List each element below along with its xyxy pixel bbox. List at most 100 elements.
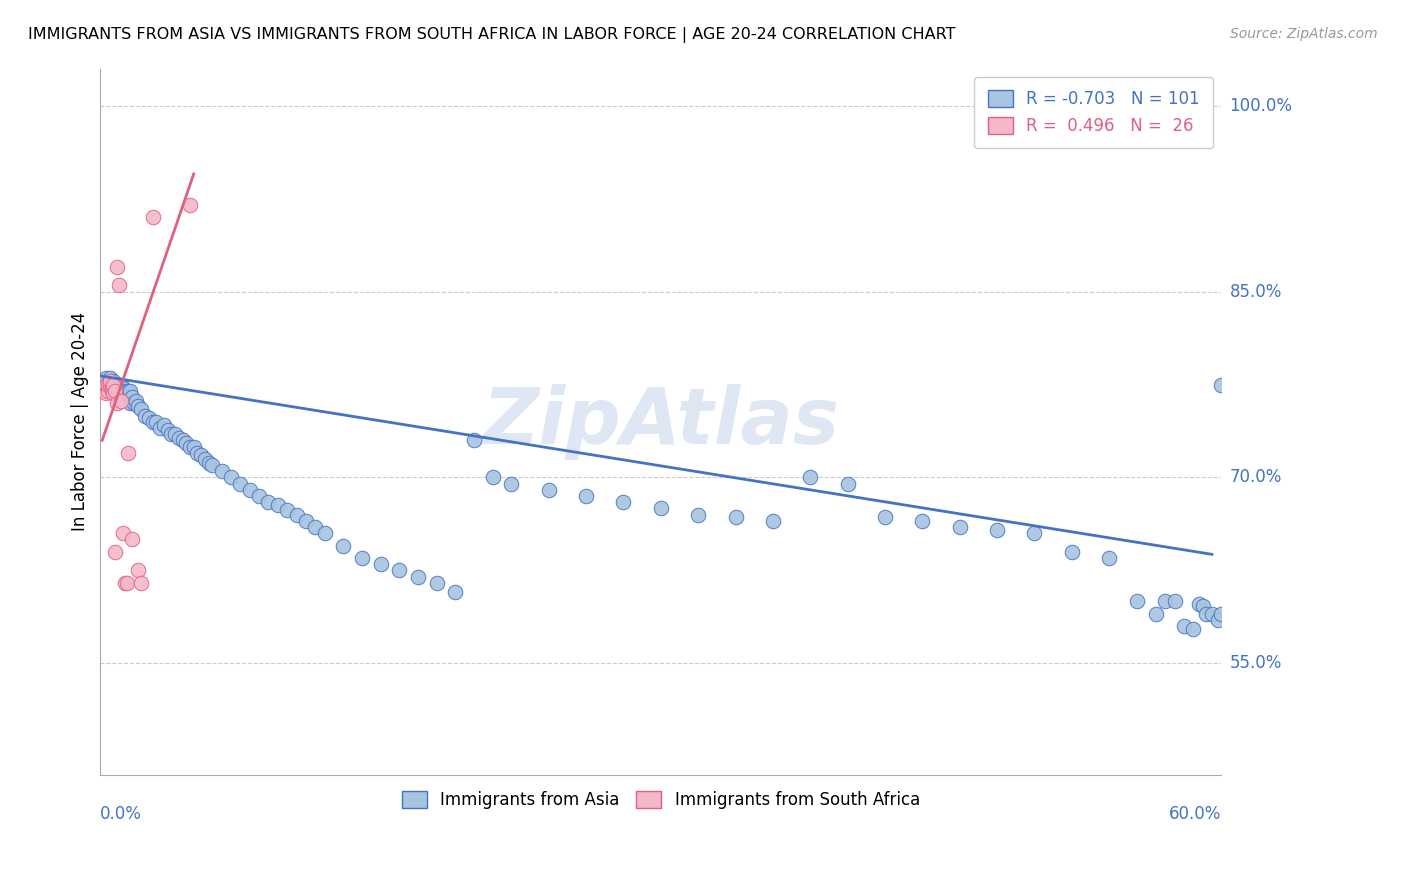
Point [110,377,132,392]
Text: ZipAtlas: ZipAtlas [482,384,839,459]
Point [762,514,785,528]
Point [873,510,896,524]
Point [105,384,128,398]
Point [131,575,153,590]
Point [1211,607,1233,621]
Point [108,377,131,392]
Point [1211,377,1233,392]
Point [229,476,252,491]
Point [153,418,176,433]
Text: IMMIGRANTS FROM ASIA VS IMMIGRANTS FROM SOUTH AFRICA IN LABOR FORCE | AGE 20-24 : IMMIGRANTS FROM ASIA VS IMMIGRANTS FROM … [28,27,956,43]
Text: 60.0%: 60.0% [1168,805,1222,823]
Point [370,558,392,572]
Point [122,396,145,410]
Point [93,384,115,398]
Point [104,545,127,559]
Point [406,569,429,583]
Point [114,575,136,590]
Point [650,501,672,516]
Legend: Immigrants from Asia, Immigrants from South Africa: Immigrants from Asia, Immigrants from So… [395,785,927,816]
Point [165,427,187,442]
Point [183,440,205,454]
Point [111,386,134,401]
Point [201,458,224,472]
Point [724,510,747,524]
Y-axis label: In Labor Force | Age 20-24: In Labor Force | Age 20-24 [72,312,89,532]
Point [174,435,197,450]
Point [105,377,128,392]
Point [98,371,121,385]
Point [142,415,165,429]
Point [117,390,139,404]
Point [105,260,128,274]
Text: 0.0%: 0.0% [100,805,142,823]
Point [444,584,467,599]
Point [314,526,336,541]
Point [110,393,132,408]
Point [111,526,134,541]
Point [1126,594,1149,608]
Point [575,489,598,503]
Point [1173,619,1195,633]
Point [131,402,153,417]
Point [172,434,194,448]
Point [94,386,117,401]
Point [103,374,125,388]
Point [179,440,201,454]
Point [267,498,290,512]
Point [1060,545,1083,559]
Point [179,198,201,212]
Point [239,483,262,497]
Point [110,384,132,398]
Point [98,377,121,392]
Point [1154,594,1177,608]
Point [186,446,208,460]
Point [1195,607,1218,621]
Point [1163,594,1185,608]
Point [111,381,134,395]
Point [127,399,149,413]
Point [138,411,160,425]
Point [612,495,634,509]
Point [276,502,298,516]
Point [100,374,122,388]
Point [100,381,122,395]
Point [114,384,136,398]
Text: 100.0%: 100.0% [1230,96,1292,115]
Point [97,377,120,392]
Point [388,564,411,578]
Point [115,390,138,404]
Point [121,390,143,404]
Point [97,377,120,392]
Point [149,421,172,435]
Point [350,551,373,566]
Point [537,483,560,497]
Point [160,427,183,442]
Point [117,384,139,398]
Point [501,476,523,491]
Point [426,575,449,590]
Point [911,514,934,528]
Point [295,514,318,528]
Point [197,456,219,470]
Point [97,384,120,398]
Point [167,431,190,445]
Point [1182,622,1205,636]
Point [103,377,125,392]
Point [194,451,217,466]
Point [799,470,821,484]
Point [93,377,115,392]
Point [100,384,122,398]
Point [103,386,125,401]
Point [104,377,127,392]
Point [1098,551,1121,566]
Point [1206,613,1229,627]
Point [1188,597,1211,611]
Point [104,384,127,398]
Point [94,371,117,385]
Point [100,377,122,392]
Text: 55.0%: 55.0% [1230,655,1282,673]
Text: 85.0%: 85.0% [1230,283,1282,301]
Point [156,424,179,438]
Point [211,464,233,478]
